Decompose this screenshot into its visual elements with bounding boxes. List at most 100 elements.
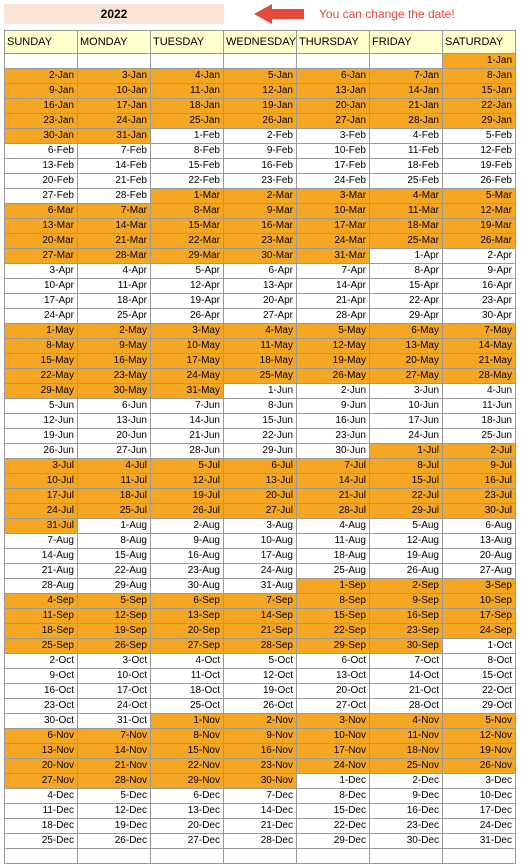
date-cell[interactable]: [78, 849, 151, 864]
date-cell[interactable]: 4-Sep: [5, 594, 78, 609]
date-cell[interactable]: 20-Aug: [443, 549, 516, 564]
date-cell[interactable]: 9-Aug: [151, 534, 224, 549]
date-cell[interactable]: 18-Sep: [5, 624, 78, 639]
date-cell[interactable]: 7-Oct: [370, 654, 443, 669]
date-cell[interactable]: 13-Jun: [78, 414, 151, 429]
date-cell[interactable]: 1-Jun: [224, 384, 297, 399]
date-cell[interactable]: 5-Nov: [443, 714, 516, 729]
date-cell[interactable]: 14-Jun: [151, 414, 224, 429]
date-cell[interactable]: 6-Oct: [297, 654, 370, 669]
date-cell[interactable]: 4-Oct: [151, 654, 224, 669]
date-cell[interactable]: 15-Nov: [151, 744, 224, 759]
date-cell[interactable]: [297, 54, 370, 69]
date-cell[interactable]: 9-Sep: [370, 594, 443, 609]
date-cell[interactable]: 29-Jul: [370, 504, 443, 519]
date-cell[interactable]: 9-Mar: [224, 204, 297, 219]
date-cell[interactable]: 16-Aug: [151, 549, 224, 564]
date-cell[interactable]: 10-Apr: [5, 279, 78, 294]
date-cell[interactable]: 26-Aug: [370, 564, 443, 579]
date-cell[interactable]: 22-Apr: [370, 294, 443, 309]
date-cell[interactable]: 28-Sep: [224, 639, 297, 654]
date-cell[interactable]: 26-Dec: [78, 834, 151, 849]
date-cell[interactable]: 22-Aug: [78, 564, 151, 579]
date-cell[interactable]: 19-Sep: [78, 624, 151, 639]
date-cell[interactable]: 17-Dec: [443, 804, 516, 819]
date-cell[interactable]: 28-May: [443, 369, 516, 384]
date-cell[interactable]: 11-Jan: [151, 84, 224, 99]
date-cell[interactable]: 4-May: [224, 324, 297, 339]
date-cell[interactable]: 27-Oct: [297, 699, 370, 714]
date-cell[interactable]: 26-Mar: [443, 234, 516, 249]
date-cell[interactable]: 28-Dec: [224, 834, 297, 849]
date-cell[interactable]: 21-Sep: [224, 624, 297, 639]
date-cell[interactable]: 6-Dec: [151, 789, 224, 804]
date-cell[interactable]: 3-Dec: [443, 774, 516, 789]
date-cell[interactable]: 11-Dec: [5, 804, 78, 819]
date-cell[interactable]: 12-Feb: [443, 144, 516, 159]
date-cell[interactable]: 31-Dec: [443, 834, 516, 849]
date-cell[interactable]: 11-Mar: [370, 204, 443, 219]
date-cell[interactable]: 1-May: [5, 324, 78, 339]
date-cell[interactable]: 21-May: [443, 354, 516, 369]
date-cell[interactable]: 1-Nov: [151, 714, 224, 729]
date-cell[interactable]: 24-Jul: [5, 504, 78, 519]
date-cell[interactable]: 12-Jan: [224, 84, 297, 99]
date-cell[interactable]: 25-Nov: [370, 759, 443, 774]
date-cell[interactable]: 19-Nov: [443, 744, 516, 759]
date-cell[interactable]: 18-Jan: [151, 99, 224, 114]
date-cell[interactable]: 7-Jul: [297, 459, 370, 474]
date-cell[interactable]: 11-Sep: [5, 609, 78, 624]
date-cell[interactable]: 14-Sep: [224, 609, 297, 624]
date-cell[interactable]: 10-Jan: [78, 84, 151, 99]
date-cell[interactable]: 31-Mar: [297, 249, 370, 264]
date-cell[interactable]: 28-Jun: [151, 444, 224, 459]
date-cell[interactable]: 14-Oct: [370, 669, 443, 684]
date-cell[interactable]: 6-Nov: [5, 729, 78, 744]
date-cell[interactable]: 9-Dec: [370, 789, 443, 804]
date-cell[interactable]: 18-May: [224, 354, 297, 369]
date-cell[interactable]: 3-Sep: [443, 579, 516, 594]
date-cell[interactable]: 29-Mar: [151, 249, 224, 264]
date-cell[interactable]: 20-Oct: [297, 684, 370, 699]
date-cell[interactable]: [443, 849, 516, 864]
date-cell[interactable]: 1-Jul: [370, 444, 443, 459]
date-cell[interactable]: 17-May: [151, 354, 224, 369]
date-cell[interactable]: 2-Dec: [370, 774, 443, 789]
date-cell[interactable]: 3-Mar: [297, 189, 370, 204]
date-cell[interactable]: 11-Oct: [151, 669, 224, 684]
date-cell[interactable]: 26-Feb: [443, 174, 516, 189]
date-cell[interactable]: 15-Sep: [297, 609, 370, 624]
date-cell[interactable]: 29-Oct: [443, 699, 516, 714]
date-cell[interactable]: 13-Aug: [443, 534, 516, 549]
date-cell[interactable]: 8-Dec: [297, 789, 370, 804]
date-cell[interactable]: 16-May: [78, 354, 151, 369]
date-cell[interactable]: 16-Dec: [370, 804, 443, 819]
date-cell[interactable]: 16-Jan: [5, 99, 78, 114]
date-cell[interactable]: 8-Aug: [78, 534, 151, 549]
date-cell[interactable]: 29-May: [5, 384, 78, 399]
date-cell[interactable]: 18-Apr: [78, 294, 151, 309]
date-cell[interactable]: 9-Jul: [443, 459, 516, 474]
date-cell[interactable]: 27-Mar: [5, 249, 78, 264]
date-cell[interactable]: 4-Aug: [297, 519, 370, 534]
date-cell[interactable]: 1-Jan: [443, 54, 516, 69]
date-cell[interactable]: 28-Jul: [297, 504, 370, 519]
date-cell[interactable]: 24-Jun: [370, 429, 443, 444]
date-cell[interactable]: 5-Jan: [224, 69, 297, 84]
date-cell[interactable]: 21-Dec: [224, 819, 297, 834]
date-cell[interactable]: 14-Feb: [78, 159, 151, 174]
date-cell[interactable]: 13-Nov: [5, 744, 78, 759]
date-cell[interactable]: 25-Dec: [5, 834, 78, 849]
date-cell[interactable]: 1-Apr: [370, 249, 443, 264]
date-cell[interactable]: 3-Jun: [370, 384, 443, 399]
date-cell[interactable]: 18-Nov: [370, 744, 443, 759]
date-cell[interactable]: 28-Apr: [297, 309, 370, 324]
date-cell[interactable]: 21-Oct: [370, 684, 443, 699]
date-cell[interactable]: 17-Mar: [297, 219, 370, 234]
date-cell[interactable]: 31-Jan: [78, 129, 151, 144]
date-cell[interactable]: 25-May: [224, 369, 297, 384]
date-cell[interactable]: 17-Jul: [5, 489, 78, 504]
date-cell[interactable]: 1-Oct: [443, 639, 516, 654]
date-cell[interactable]: 5-Apr: [151, 264, 224, 279]
date-cell[interactable]: 29-Aug: [78, 579, 151, 594]
